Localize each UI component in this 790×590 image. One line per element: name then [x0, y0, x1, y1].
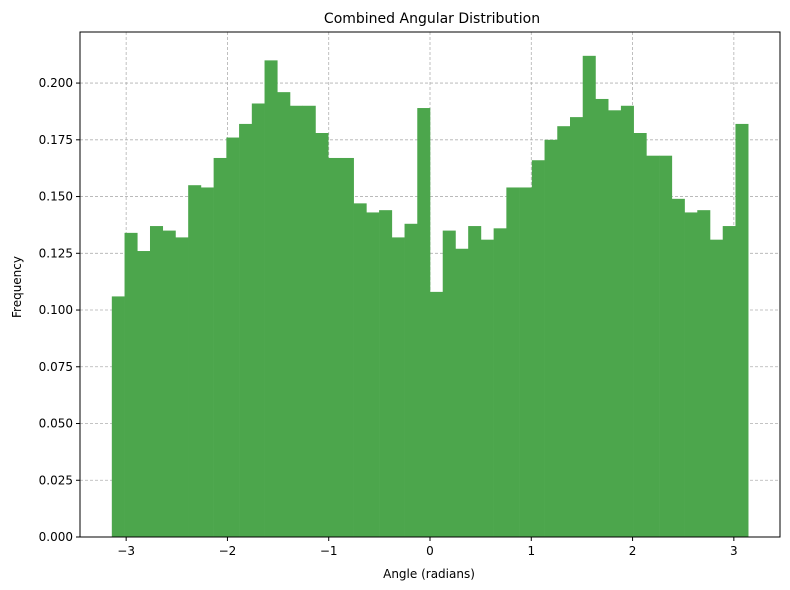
histogram-bar [455, 248, 469, 537]
histogram-bar [289, 105, 304, 538]
histogram-bar [302, 105, 316, 538]
histogram-bar [404, 223, 418, 538]
histogram-bar [608, 110, 622, 537]
histogram-bar [124, 232, 138, 537]
histogram-bar [430, 291, 444, 537]
histogram-bar [646, 155, 660, 537]
histogram-bar [379, 210, 393, 538]
histogram-bar [200, 187, 214, 537]
histogram-bar [328, 157, 342, 537]
histogram-bar [188, 185, 202, 537]
histogram-bar [442, 230, 456, 537]
histogram-bar [620, 105, 634, 538]
histogram-bar [340, 157, 354, 537]
x-tick-label: 3 [730, 544, 738, 558]
histogram-bar [480, 239, 494, 537]
histogram-bar [315, 133, 329, 537]
y-axis-ticks: 0.000 0.025 0.050 0.075 0.100 0.125 0.150 0.175… [39, 76, 80, 544]
y-tick-label: 0.100 [39, 303, 73, 317]
x-axis-ticks: −3 −2 −1 0 1 2 3 [117, 537, 738, 558]
histogram-bar [735, 123, 749, 537]
x-tick-label: −1 [320, 544, 338, 558]
histogram-bar [264, 60, 278, 537]
histogram-bar [468, 226, 482, 537]
histogram-bar [226, 137, 240, 538]
y-tick-label: 0.050 [39, 417, 73, 431]
histogram-bar [684, 212, 698, 537]
x-tick-label: −3 [117, 544, 135, 558]
y-tick-label: 0.125 [39, 246, 73, 260]
histogram-bar [239, 123, 253, 537]
histogram-bar [519, 187, 533, 537]
histogram-bar [493, 228, 507, 537]
histogram-bar [213, 157, 227, 537]
y-axis-title: Frequency [10, 256, 24, 318]
y-tick-label: 0.175 [39, 133, 73, 147]
histogram-bar [595, 98, 609, 538]
x-tick-label: −2 [219, 544, 237, 558]
histogram-bars [111, 55, 749, 538]
y-tick-label: 0.000 [39, 530, 73, 544]
histogram-bar [137, 251, 151, 538]
histogram-bar [710, 239, 724, 537]
histogram-bar [659, 155, 673, 537]
x-axis-title: Angle (radians) [383, 567, 475, 581]
histogram-bar [111, 296, 125, 537]
histogram-bar [557, 126, 571, 537]
histogram-bar [570, 117, 584, 537]
histogram-bar [697, 210, 711, 538]
y-tick-label: 0.150 [39, 190, 73, 204]
y-tick-label: 0.025 [39, 473, 73, 487]
histogram-bar [671, 198, 685, 537]
y-tick-label: 0.075 [39, 360, 73, 374]
histogram-bar [417, 108, 431, 538]
x-tick-label: 1 [527, 544, 535, 558]
histogram-bar [277, 92, 291, 538]
histogram-bar [506, 187, 520, 537]
chart-title: Combined Angular Distribution [324, 11, 540, 27]
histogram-bar [722, 226, 736, 537]
histogram-bar [366, 212, 380, 537]
histogram-bar [353, 203, 367, 537]
histogram-bar [251, 103, 265, 537]
histogram-bar [633, 133, 647, 537]
histogram-bar [149, 226, 164, 537]
x-tick-label: 2 [629, 544, 637, 558]
x-tick-label: 0 [426, 544, 434, 558]
histogram-bar [175, 237, 189, 538]
y-tick-label: 0.200 [39, 76, 73, 90]
histogram-bar [531, 160, 545, 537]
histogram-bar [582, 55, 596, 538]
histogram-bar [391, 237, 405, 538]
histogram-bar [544, 139, 558, 537]
histogram-bar [162, 230, 176, 537]
